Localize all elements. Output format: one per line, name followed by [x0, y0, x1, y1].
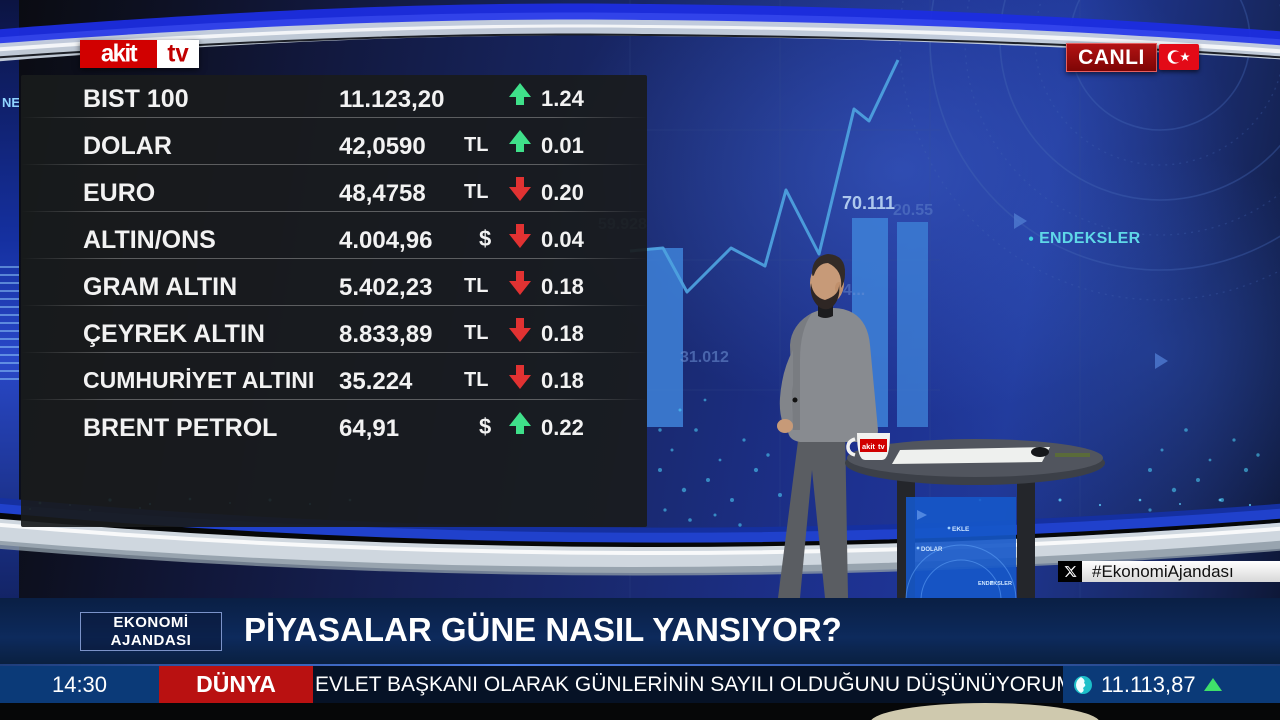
svg-text:tv: tv — [878, 442, 885, 451]
svg-text:DOLAR: DOLAR — [921, 547, 943, 553]
svg-text:ENDEKSLER: ENDEKSLER — [978, 581, 1012, 587]
svg-text:akit: akit — [862, 442, 875, 451]
svg-text:EKLE: EKLE — [952, 526, 970, 533]
